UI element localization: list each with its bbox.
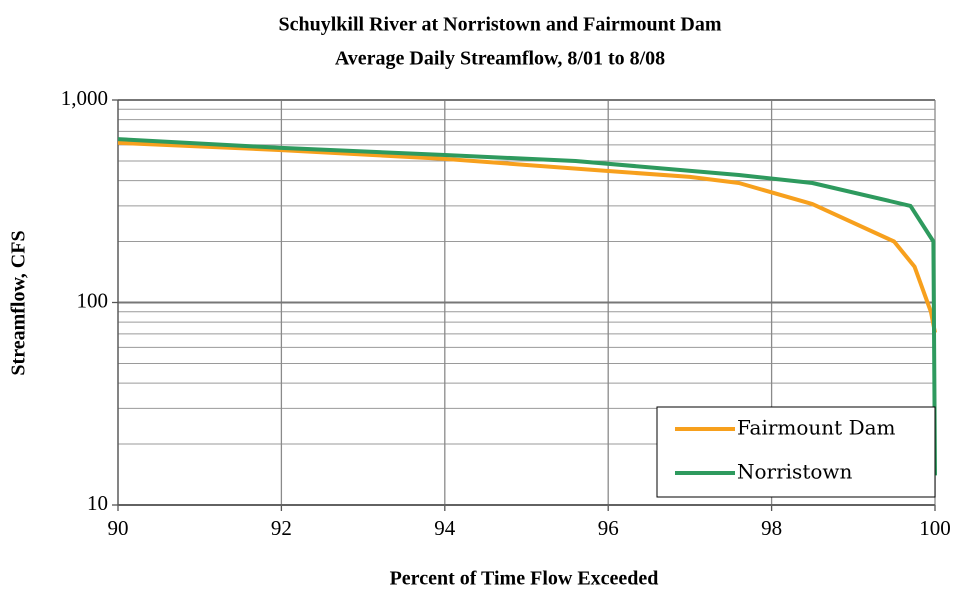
y-tick-label: 100 (77, 288, 109, 312)
y-axis-title: Streamflow, CFS (8, 230, 30, 375)
y-tick-label: 1,000 (61, 86, 108, 110)
legend-label: Fairmount Dam (737, 416, 896, 440)
x-tick-label: 96 (598, 516, 619, 540)
x-tick-label: 98 (761, 516, 782, 540)
x-axis-title: Percent of Time Flow Exceeded (390, 568, 659, 590)
legend-box (656, 406, 936, 498)
chart-subtitle: Average Daily Streamflow, 8/01 to 8/08 (335, 48, 665, 70)
x-tick-label: 94 (434, 516, 456, 540)
legend-label: Norristown (737, 460, 853, 484)
x-tick-label: 90 (108, 516, 129, 540)
chart-title: Schuylkill River at Norristown and Fairm… (279, 14, 722, 36)
series-line (117, 140, 937, 333)
x-tick-label: 100 (919, 516, 951, 540)
series-line (117, 137, 937, 476)
y-tick-label: 10 (87, 491, 108, 515)
x-tick-label: 92 (271, 516, 292, 540)
